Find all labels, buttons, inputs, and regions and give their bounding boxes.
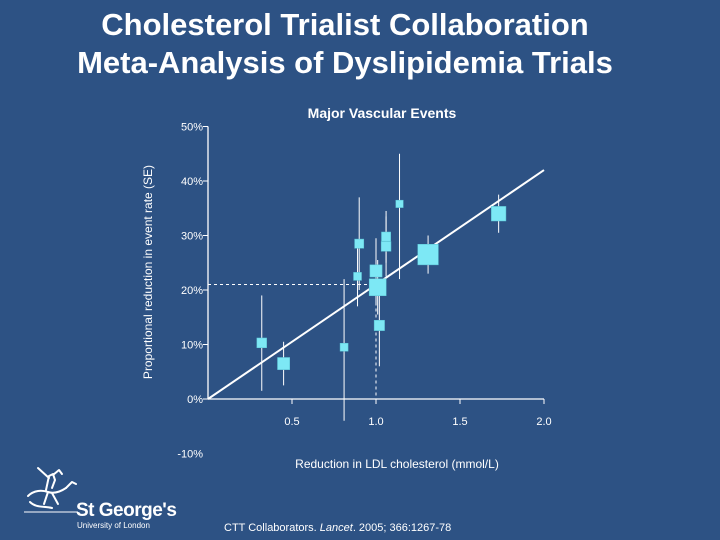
data-point: [417, 244, 439, 266]
citation-journal: Lancet: [319, 522, 353, 534]
y-tick-label: 20%: [181, 285, 203, 297]
title-line-2: Meta-Analysis of Dyslipidemia Trials: [77, 45, 613, 80]
data-point: [369, 264, 383, 278]
y-tick-label: -10%: [177, 449, 203, 461]
y-tick-label: 10%: [181, 340, 203, 352]
data-point: [277, 357, 290, 370]
y-tick-label: 0%: [187, 394, 203, 406]
y-tick-label: 30%: [181, 231, 203, 243]
x-tick-label: 0.5: [284, 416, 299, 428]
data-point: [256, 337, 267, 349]
x-tick-label: 1.0: [368, 416, 383, 428]
y-tick-label: 40%: [181, 176, 203, 188]
data-point: [381, 231, 391, 242]
data-point: [373, 319, 385, 331]
horse-rider-logo-icon: [24, 467, 78, 513]
x-tick-label: 2.0: [536, 416, 551, 428]
data-point: [353, 272, 362, 281]
data-point: [368, 278, 387, 297]
university-name: St George's: [76, 500, 177, 521]
chart-title: Major Vascular Events: [308, 105, 457, 121]
x-axis-label: Reduction in LDL cholesterol (mmol/L): [295, 457, 499, 471]
data-point: [339, 342, 349, 352]
citation-authors: CTT Collaborators.: [224, 522, 320, 534]
university-subtitle: University of London: [77, 521, 150, 530]
slide-title: Cholesterol Trialist Collaboration Meta-…: [0, 6, 690, 82]
data-point: [491, 206, 507, 222]
citation: CTT Collaborators. Lancet. 2005; 366:126…: [224, 522, 451, 534]
y-axis-label: Proportional reduction in event rate (SE…: [141, 165, 155, 379]
data-point: [380, 241, 392, 252]
data-point: [354, 238, 365, 249]
citation-details: . 2005; 366:1267-78: [352, 522, 452, 534]
x-tick-label: 1.5: [452, 416, 467, 428]
data-point: [395, 199, 404, 208]
y-tick-label: 50%: [181, 122, 203, 134]
title-line-1: Cholesterol Trialist Collaboration: [101, 7, 589, 42]
